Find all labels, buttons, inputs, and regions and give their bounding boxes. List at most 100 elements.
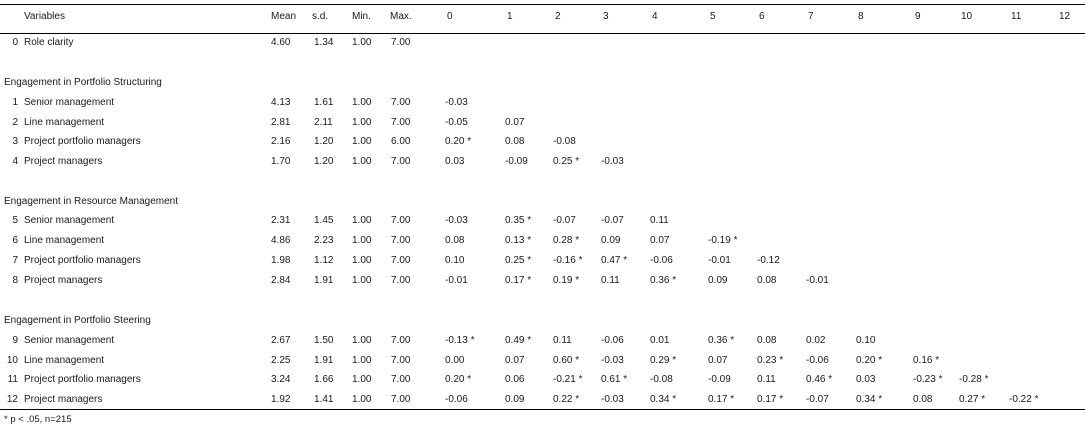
table-row: 7 Project portfolio managers 1.98 1.12 1.00 7…: [0, 253, 1085, 269]
min-cell: 1.00: [352, 37, 372, 48]
variable-number: 10: [6, 355, 18, 366]
min-cell: 1.00: [352, 235, 372, 246]
correlation-cell: -0.03: [601, 355, 624, 366]
correlation-cell: 0.61 *: [601, 374, 628, 385]
sd-cell: 1.20: [314, 156, 334, 167]
sd-cell: 1.20: [314, 136, 334, 147]
correlation-cell: -0.06: [806, 355, 829, 366]
mean-cell: 1.92: [271, 394, 291, 405]
sd-cell: 2.23: [314, 235, 334, 246]
min-cell: 1.00: [352, 355, 372, 366]
variable-label: Line management: [24, 235, 105, 246]
max-cell: 7.00: [391, 37, 411, 48]
max-cell: 6.00: [391, 136, 411, 147]
correlation-cell: -0.23 *: [913, 374, 943, 385]
min-cell: 1.00: [352, 255, 372, 266]
mean-cell: 1.98: [271, 255, 291, 266]
table-row: 8 Project managers 2.84 1.91 1.00 7.00 -0.01 0.…: [0, 273, 1085, 289]
header-variables: Variables: [24, 11, 65, 22]
correlation-cell: -0.03: [445, 97, 468, 108]
max-cell: 7.00: [391, 97, 411, 108]
header-col-2: 2: [555, 11, 561, 22]
mean-cell: 2.16: [271, 136, 291, 147]
correlation-cell: -0.05: [445, 117, 468, 128]
table-row: 3 Project portfolio managers 2.16 1.20 1.00 6…: [0, 134, 1085, 150]
max-cell: 7.00: [391, 117, 411, 128]
correlation-cell: 0.36 *: [708, 335, 735, 346]
sd-cell: 1.41: [314, 394, 334, 405]
mean-cell: 2.84: [271, 275, 291, 286]
variable-number: 9: [12, 335, 18, 346]
correlation-cell: 0.08: [913, 394, 933, 405]
max-cell: 7.00: [391, 235, 411, 246]
correlation-cell: 0.34 *: [856, 394, 883, 405]
correlation-cell: -0.07: [806, 394, 829, 405]
variable-cell: 9 Senior management: [4, 333, 254, 349]
correlation-cell: 0.07: [650, 235, 670, 246]
correlation-cell: 0.08: [505, 136, 525, 147]
mean-cell: 2.67: [271, 335, 291, 346]
variable-label: Project portfolio managers: [24, 374, 141, 385]
correlation-cell: 0.25 *: [553, 156, 580, 167]
correlation-cell: 0.09: [708, 275, 728, 286]
section-resource-management: Engagement in Resource Management: [4, 196, 178, 207]
max-cell: 7.00: [391, 156, 411, 167]
correlation-cell: -0.07: [601, 215, 624, 226]
variable-number: 11: [7, 374, 18, 385]
mean-cell: 2.81: [271, 117, 291, 128]
variable-cell: 1 Senior management: [4, 95, 254, 111]
variable-number: 7: [12, 255, 18, 266]
sd-cell: 1.34: [314, 37, 334, 48]
correlation-cell: -0.03: [601, 394, 624, 405]
correlation-cell: 0.28 *: [553, 235, 580, 246]
correlation-cell: -0.13 *: [445, 335, 475, 346]
correlation-cell: 0.08: [757, 275, 777, 286]
correlation-cell: 0.27 *: [959, 394, 986, 405]
correlation-cell: 0.20 *: [445, 374, 472, 385]
variable-label: Project managers: [24, 275, 103, 286]
variable-cell: 10 Line management: [4, 353, 254, 369]
correlation-cell: -0.12: [757, 255, 780, 266]
correlation-cell: -0.03: [601, 156, 624, 167]
correlation-cell: -0.03: [445, 215, 468, 226]
table-row: 11 Project portfolio managers 3.24 1.66 1.00…: [0, 372, 1085, 388]
correlation-cell: 0.17 *: [708, 394, 735, 405]
variable-label: Senior management: [24, 215, 115, 226]
sd-cell: 1.45: [314, 215, 334, 226]
max-cell: 7.00: [391, 355, 411, 366]
variable-label: Role clarity: [24, 37, 74, 48]
variable-number: 6: [12, 235, 18, 246]
correlation-cell: 0.20 *: [445, 136, 472, 147]
min-cell: 1.00: [352, 215, 372, 226]
correlation-cell: -0.01: [806, 275, 829, 286]
mean-cell: 4.60: [271, 37, 291, 48]
variable-number: 3: [12, 136, 18, 147]
min-cell: 1.00: [352, 374, 372, 385]
correlation-cell: 0.11: [553, 335, 572, 346]
header-col-5: 5: [710, 11, 716, 22]
correlation-cell: 0.11: [650, 215, 669, 226]
correlation-cell: -0.09: [505, 156, 528, 167]
correlation-cell: 0.47 *: [601, 255, 628, 266]
correlation-cell: 0.09: [505, 394, 525, 405]
header-min: Min.: [352, 11, 371, 22]
correlation-cell: -0.08: [650, 374, 673, 385]
header-sd: s.d.: [312, 11, 329, 22]
correlation-cell: 0.17 *: [505, 275, 532, 286]
header-mean: Mean: [271, 11, 297, 22]
table-row: 12 Project managers 1.92 1.41 1.00 7.00 -0.06 0…: [0, 392, 1085, 408]
correlation-cell: -0.22 *: [1009, 394, 1039, 405]
max-cell: 7.00: [391, 275, 411, 286]
correlation-cell: 0.07: [708, 355, 728, 366]
sd-cell: 1.91: [314, 355, 334, 366]
variable-cell: 0 Role clarity: [4, 35, 254, 51]
correlation-cell: 0.16 *: [913, 355, 940, 366]
section-portfolio-structuring: Engagement in Portfolio Structuring: [4, 77, 162, 88]
min-cell: 1.00: [352, 275, 372, 286]
variable-label: Project portfolio managers: [24, 136, 141, 147]
mean-cell: 1.70: [271, 156, 291, 167]
correlation-cell: 0.13 *: [505, 235, 532, 246]
table-top-rule: [0, 4, 1085, 5]
variable-cell: 6 Line management: [4, 233, 254, 249]
sd-cell: 1.66: [314, 374, 334, 385]
